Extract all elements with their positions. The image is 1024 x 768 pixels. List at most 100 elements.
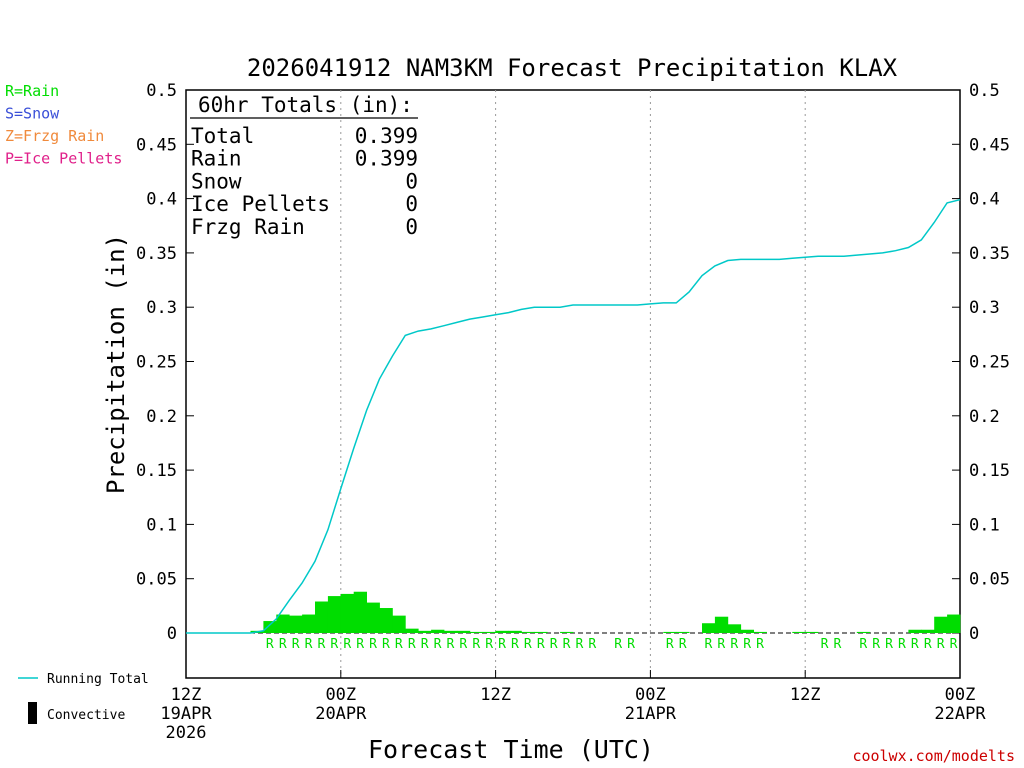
precip-bar	[495, 630, 509, 633]
y-tick-label-right: 0.45	[969, 135, 1010, 155]
precip-type-mark: R	[330, 637, 338, 652]
precip-type-mark: R	[743, 637, 751, 652]
precip-bar	[753, 631, 767, 633]
credit-text: coolwx.com/modelts	[852, 747, 1015, 765]
precip-bar	[366, 602, 380, 633]
precip-type-mark: R	[279, 637, 287, 652]
precip-type-mark: R	[911, 637, 919, 652]
precip-bar	[921, 629, 935, 633]
precip-type-mark: R	[459, 637, 467, 652]
totals-row-label: Total	[191, 124, 254, 148]
x-tick-label: 12Z	[790, 685, 821, 705]
y-tick-label-right: 0.15	[969, 461, 1010, 481]
precip-type-mark: R	[382, 637, 390, 652]
precip-type-mark: R	[576, 637, 584, 652]
y-tick-label-right: 0.1	[969, 515, 1000, 535]
precip-bar	[340, 593, 355, 633]
precip-bar	[456, 630, 471, 633]
precip-bar	[469, 631, 484, 633]
precip-type-mark: R	[292, 637, 300, 652]
precip-bar	[302, 614, 316, 633]
precip-type-legend: R=Rain S=Snow Z=Frzg Rain P=Ice Pellets	[5, 82, 122, 168]
x-tick-label: 2026	[166, 723, 207, 743]
y-tick-label-left: 0.5	[146, 81, 177, 101]
y-tick-label-right: 0.25	[969, 353, 1010, 373]
precip-type-mark: R	[898, 637, 906, 652]
legend-line-label: Convective	[47, 708, 125, 723]
precip-type-mark: R	[924, 637, 932, 652]
precip-type-mark: R	[266, 637, 274, 652]
legend-type-3: P=Ice Pellets	[5, 150, 122, 168]
legend-type-0: R=Rain	[5, 82, 59, 100]
x-tick-label: 00Z	[945, 685, 976, 705]
precip-bar	[263, 621, 277, 633]
chart-title: 2026041912 NAM3KM Forecast Precipitation…	[247, 54, 898, 82]
precip-type-mark: R	[950, 637, 958, 652]
precip-type-mark: R	[730, 637, 738, 652]
precip-type-mark: R	[434, 637, 442, 652]
x-tick-label: 20APR	[315, 704, 367, 724]
y-tick-label-left: 0.15	[136, 461, 177, 481]
precip-type-mark: R	[537, 637, 545, 652]
y-tick-label-left: 0.45	[136, 135, 177, 155]
precip-bar	[431, 629, 445, 633]
precip-bar	[792, 631, 806, 633]
precip-bar	[714, 616, 729, 633]
precip-type-mark: R	[395, 637, 403, 652]
totals-row-value: 0.399	[355, 124, 418, 148]
series-legend: Running Total Convective	[18, 672, 149, 724]
precip-bar	[856, 631, 871, 633]
precip-bar	[327, 596, 342, 633]
precip-bar	[534, 631, 548, 633]
totals-row-label: Snow	[191, 169, 242, 193]
precip-bar	[276, 614, 290, 633]
precip-type-mark: R	[872, 637, 880, 652]
precip-type-mark: R	[627, 637, 635, 652]
precip-bar	[444, 630, 458, 633]
y-tick-label-left: 0.25	[136, 353, 177, 373]
y-axis-title: Precipitation (in)	[102, 234, 130, 494]
x-tick-label: 22APR	[934, 704, 986, 724]
y-tick-label-right: 0	[969, 624, 979, 644]
x-tick-label: 00Z	[325, 685, 356, 705]
precip-bar	[353, 591, 367, 633]
precip-bar	[947, 614, 961, 633]
totals-row-value: 0	[405, 169, 418, 193]
precip-bar	[418, 630, 432, 633]
y-tick-label-left: 0.05	[136, 570, 177, 590]
totals-row-value: 0.399	[355, 147, 418, 171]
totals-row-label: Ice Pellets	[191, 192, 330, 216]
precip-type-mark: R	[666, 637, 674, 652]
precip-bar	[805, 631, 819, 633]
precip-type-mark: R	[356, 637, 364, 652]
x-tick-label: 12Z	[171, 685, 202, 705]
legend-convective-swatch	[28, 702, 37, 724]
hourly-precip-bars	[250, 591, 961, 633]
y-tick-label-left: 0.2	[146, 407, 177, 427]
precip-bar	[482, 631, 496, 633]
y-axis-right: 0 0.05 0.1 0.15 0.2 0.25 0.3 0.35 0.4 0.45 0.5	[952, 81, 1010, 644]
precip-type-mark: R	[447, 637, 455, 652]
legend-line-label: Running Total	[47, 672, 149, 687]
y-tick-label-left: 0.3	[146, 298, 177, 318]
y-tick-label-right: 0.4	[969, 190, 1000, 210]
precip-type-mark: R	[679, 637, 687, 652]
running-total-line	[186, 198, 961, 634]
precip-type-mark: R	[885, 637, 893, 652]
precip-bar	[508, 630, 522, 633]
precip-type-mark: R	[614, 637, 622, 652]
precip-type-mark: R	[937, 637, 945, 652]
x-axis-title: Forecast Time (UTC)	[368, 735, 654, 764]
precip-type-mark: R	[524, 637, 532, 652]
precip-bar	[676, 631, 690, 633]
precip-type-mark: R	[859, 637, 867, 652]
totals-row-value: 0	[405, 192, 418, 216]
y-tick-label-right: 0.3	[969, 298, 1000, 318]
precip-bar	[392, 615, 406, 633]
precip-type-mark: R	[485, 637, 493, 652]
totals-box: 60hr Totals (in): Total 0.399 Rain 0.399 Sno…	[190, 93, 418, 239]
precip-type-mark: R	[421, 637, 429, 652]
precip-type-mark: R	[563, 637, 571, 652]
plot-frame	[185, 89, 961, 679]
